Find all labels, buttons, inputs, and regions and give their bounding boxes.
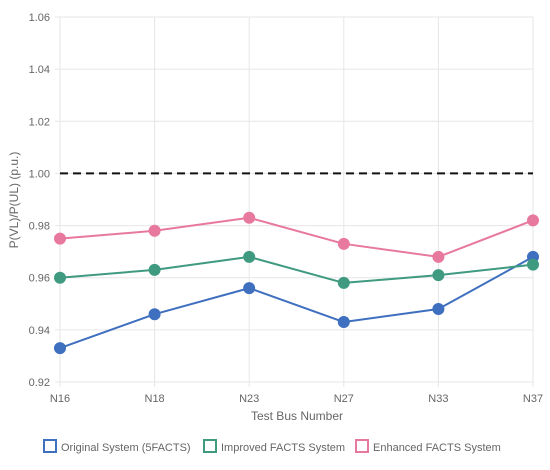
y-tick-label: 1.06 bbox=[29, 12, 50, 24]
data-point[interactable] bbox=[432, 250, 445, 263]
series-3 bbox=[54, 211, 539, 263]
data-point[interactable] bbox=[54, 232, 66, 245]
y-tick-label: 0.94 bbox=[29, 325, 50, 337]
legend: Original System (5FACTS) Improved FACTS S… bbox=[43, 439, 501, 454]
x-tick-label: N27 bbox=[334, 393, 354, 405]
data-point[interactable] bbox=[243, 211, 256, 224]
data-point[interactable] bbox=[337, 237, 350, 250]
y-tick-label: 0.96 bbox=[29, 273, 50, 285]
data-point[interactable] bbox=[432, 303, 445, 315]
data-point[interactable] bbox=[148, 308, 161, 321]
y-tick-label: 0.92 bbox=[29, 377, 50, 389]
x-tick-label: N23 bbox=[239, 393, 259, 405]
data-point[interactable] bbox=[54, 342, 66, 355]
y-tick-label: 1.00 bbox=[29, 168, 50, 180]
x-axis-label: Test Bus Number bbox=[251, 409, 343, 423]
data-point[interactable] bbox=[54, 271, 66, 284]
legend-label: Improved FACTS System bbox=[221, 442, 345, 454]
data-point[interactable] bbox=[527, 258, 539, 271]
x-tick-label: N37 bbox=[523, 393, 543, 405]
legend-item[interactable]: Original System (5FACTS) bbox=[43, 439, 191, 454]
legend-label: Enhanced FACTS System bbox=[373, 442, 501, 454]
legend-item[interactable]: Improved FACTS System bbox=[203, 439, 345, 454]
axes: 0.92 0.94 0.96 0.98 1.00 1.02 1.04 1.06 N16 N18 N2… bbox=[29, 12, 544, 405]
series-line bbox=[59, 216, 534, 258]
y-tick-label: 0.98 bbox=[29, 221, 50, 233]
x-tick-label: N18 bbox=[145, 393, 165, 405]
series-group bbox=[54, 211, 539, 355]
x-tick-label: N33 bbox=[428, 393, 448, 405]
data-point[interactable] bbox=[148, 263, 161, 276]
y-tick-label: 1.04 bbox=[29, 64, 50, 76]
y-axis-label: P(VL)/P(UL) (p.u.) bbox=[7, 152, 21, 249]
data-point[interactable] bbox=[337, 276, 350, 289]
series-1 bbox=[54, 250, 539, 355]
legend-swatch bbox=[203, 439, 217, 453]
y-tick-label: 1.02 bbox=[29, 116, 50, 128]
series-line bbox=[59, 255, 534, 350]
legend-item[interactable]: Enhanced FACTS System bbox=[355, 439, 501, 454]
data-point[interactable] bbox=[527, 214, 539, 227]
data-point[interactable] bbox=[148, 224, 161, 237]
grid bbox=[59, 16, 534, 383]
series-2 bbox=[54, 250, 539, 289]
legend-swatch bbox=[43, 439, 57, 453]
series-line bbox=[59, 255, 534, 284]
data-point[interactable] bbox=[432, 269, 445, 282]
data-point[interactable] bbox=[243, 282, 256, 295]
x-tick-label: N16 bbox=[50, 393, 70, 405]
legend-label: Original System (5FACTS) bbox=[61, 442, 191, 454]
data-point[interactable] bbox=[337, 316, 350, 329]
legend-swatch bbox=[355, 439, 369, 453]
data-point[interactable] bbox=[243, 250, 256, 263]
